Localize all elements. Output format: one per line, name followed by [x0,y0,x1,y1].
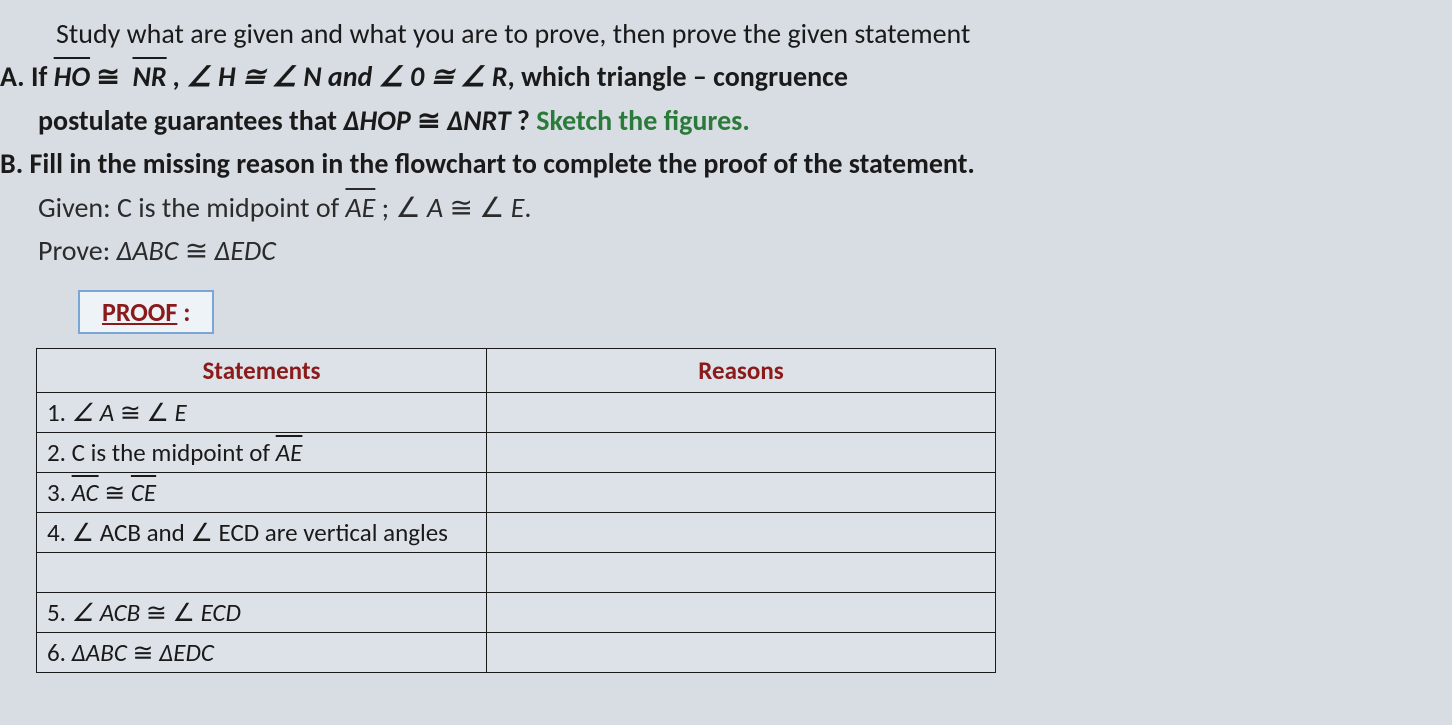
a-and: and [322,59,379,94]
r1-c: ≅ ∠ [114,397,174,428]
intro-text: Study what are given and what you are to… [0,12,1452,55]
reason-3[interactable] [487,473,996,513]
given-c: ≅ ∠ [443,190,511,225]
stmt-2: 2. C is the midpoint of AE [37,433,487,473]
a-h: H [218,59,236,94]
given-line: Given: C is the midpoint of AE ; ∠ A ≅ ∠… [0,186,1452,229]
r1-b: A [100,397,114,428]
r4-b: angles [383,517,448,548]
problem-a-line2: postulate guarantees that ΔHOP ≅ ΔNRT ? … [0,99,1452,142]
r6-a: ΔABC [72,637,127,668]
r5-c: ≅ ∠ [140,597,200,628]
prove-label: Prove: [38,233,117,268]
problem-a-line1: A. If HO ≅ NR , ∠ H ≅ ∠ N and ∠ 0 ≅ ∠ R,… [0,55,1452,98]
a-mid1: , ∠ [167,59,218,94]
given-a: C is the midpoint of [117,190,346,225]
a-sketch: Sketch the figures. [536,103,750,138]
seg-ho: HO [54,59,90,94]
given-b: ; ∠ [375,190,427,225]
r1-d: E [175,397,187,428]
problem-b-line: B. Fill in the missing reason in the flo… [0,142,1452,185]
r2-a: C is the midpoint of [72,437,276,468]
r5-a: ∠ [72,597,100,628]
r2-n: 2. [47,437,72,468]
a-if: If [31,59,54,94]
prove-b: ≅ [178,233,214,268]
a-ang0: ∠ 0 [379,59,425,94]
r5-d: ECD [201,597,241,628]
table-header-row: Statements Reasons [37,349,996,393]
table-row: 3. AC ≅ CE [37,473,996,513]
a-tri2: ΔNRT [447,103,511,138]
r5-n: 5. [47,597,72,628]
given-angle-e: E [511,190,525,225]
a-q: ? [511,103,537,138]
a-label: A. [0,59,25,94]
stmt-3: 3. AC ≅ CE [37,473,487,513]
table-row: 4. ∠ ACB and ∠ ECD are vertical angles [37,513,996,553]
prove-c: ΔEDC [215,233,276,268]
proof-table: Statements Reasons 1. ∠ A ≅ ∠ E 2. C is … [36,348,996,673]
given-label: Given: [38,190,117,225]
a-r: R [492,59,508,94]
stmt-6: 6. ΔABC ≅ ΔEDC [37,633,487,673]
given-seg-ae: AE [345,190,375,225]
th-reasons: Reasons [487,349,996,393]
a-cong1: ≅ [90,59,126,94]
a-n: N [303,59,321,94]
th-statements: Statements [37,349,487,393]
a2-text: postulate guarantees that [38,103,343,138]
reason-1[interactable] [487,393,996,433]
table-row: 6. ΔABC ≅ ΔEDC [37,633,996,673]
a-tri1: ΔHOP [343,103,410,138]
prove-a: ΔABC [117,233,179,268]
r6-n: 6. [47,637,72,668]
table-row: 5. ∠ ACB ≅ ∠ ECD [37,593,996,633]
stmt-5: 5. ∠ ACB ≅ ∠ ECD [37,593,487,633]
r3-c: ≅ [99,477,131,508]
r2-seg: AE [276,437,303,468]
reason-2[interactable] [487,433,996,473]
r4-n: 4. [47,517,72,548]
r3-n: 3. [47,477,72,508]
reason-5[interactable] [487,593,996,633]
table-gap-row [37,553,996,593]
given-d: . [524,190,531,225]
b-label: B. [0,146,23,181]
prove-line: Prove: ΔABC ≅ ΔEDC [0,229,1452,272]
r4-a: ∠ ACB and ∠ ECD are vertical [72,517,383,548]
proof-heading-u: PROOF [102,296,177,328]
r1-a: ∠ [72,397,100,428]
given-angle-a: A [427,190,443,225]
reason-6[interactable] [487,633,996,673]
seg-nr: NR [133,59,167,94]
a-cong2: ≅ [411,103,447,138]
stmt-4: 4. ∠ ACB and ∠ ECD are vertical angles [37,513,487,553]
table-row: 2. C is the midpoint of AE [37,433,996,473]
r3-seg1: AC [72,477,99,508]
r5-b: ACB [100,597,141,628]
r3-seg2: CE [131,477,156,508]
proof-heading-rest: : [177,296,190,328]
a-tail: , which triangle – congruence [508,59,848,94]
a-mid2: ≅ ∠ [236,59,304,94]
proof-heading-box: PROOF : [78,290,214,334]
r1-n: 1. [47,397,72,428]
r6-d: ΔEDC [159,637,214,668]
reason-4[interactable] [487,513,996,553]
table-row: 1. ∠ A ≅ ∠ E [37,393,996,433]
r6-c: ≅ [127,637,159,668]
a-mid3: ≅ ∠ [424,59,492,94]
b-text: Fill in the missing reason in the flowch… [30,146,975,181]
stmt-1: 1. ∠ A ≅ ∠ E [37,393,487,433]
